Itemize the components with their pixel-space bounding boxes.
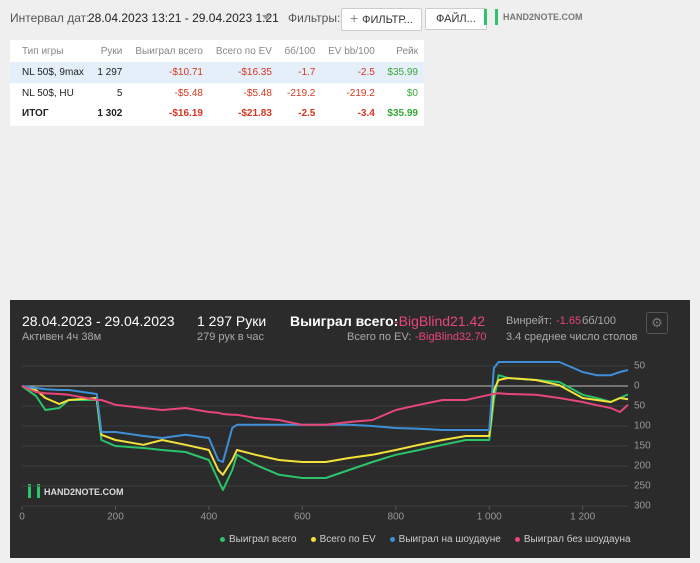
legend-item: Выиграл на шоудауне bbox=[389, 534, 501, 545]
dropdown-arrow[interactable] bbox=[262, 15, 270, 20]
table-cell: -3.4 bbox=[357, 107, 375, 119]
table-cell: -$16.19 bbox=[169, 107, 203, 119]
table-cell: -$21.83 bbox=[237, 107, 272, 119]
graph-panel: 28.04.2023 - 29.04.2023 Активен 4ч 38м 1… bbox=[10, 300, 690, 558]
table-cell: 1 297 bbox=[90, 62, 129, 83]
y-tick-label: 50 bbox=[634, 401, 646, 412]
date-label: Интервал дат: bbox=[10, 11, 90, 25]
active-time: Активен 4ч 38м bbox=[22, 331, 102, 343]
legend-dot bbox=[220, 537, 225, 542]
x-tick-label: 400 bbox=[201, 512, 218, 523]
table-cell: -$5.48 bbox=[243, 88, 272, 99]
legend-item: Всего по EV bbox=[310, 534, 376, 545]
stats-table: Тип игры Руки Выиграл всего Всего по EV бб/1… bbox=[10, 40, 424, 126]
table-cell: ИТОГ bbox=[22, 107, 49, 119]
legend-item: Выиграл всего bbox=[220, 534, 297, 545]
y-tick-label: 50 bbox=[634, 361, 646, 372]
legend-label: Всего по EV bbox=[319, 534, 376, 545]
table-cell: 1 302 bbox=[97, 107, 123, 119]
filter-button-text: ФИЛЬТР... bbox=[362, 14, 413, 26]
y-tick-label: 100 bbox=[634, 421, 651, 432]
header-row: Тип игры Руки Выиграл всего Всего по EV бб/1… bbox=[10, 40, 424, 62]
table-cell: $35.99 bbox=[387, 107, 418, 119]
x-tick-label: 1 200 bbox=[570, 512, 595, 523]
legend-dot bbox=[514, 537, 520, 542]
table-cell: -$16.35 bbox=[208, 62, 278, 83]
table-cell: $35.99 bbox=[380, 62, 424, 83]
x-tick-label: 600 bbox=[294, 512, 311, 523]
table-cell: -$10.71 bbox=[128, 62, 209, 83]
hands-per-hour: 279 рук в час bbox=[197, 331, 265, 343]
date-range[interactable]: 28.04.2023 13:21 - 29.04.2023 1:21 bbox=[88, 11, 279, 25]
dates: 28.04.2023 - 29.04.2023 bbox=[22, 313, 175, 329]
legend-label: Выиграл на шоудауне bbox=[398, 534, 501, 545]
y-tick-label: 150 bbox=[634, 441, 651, 452]
settings-button[interactable]: ⚙ bbox=[646, 312, 668, 334]
header-cell: Выиграл всего bbox=[135, 45, 203, 57]
won-value: -BigBlind21.42 bbox=[394, 313, 486, 329]
header-cell: EV bb/100 bbox=[328, 45, 375, 57]
table-cell: $0 bbox=[406, 88, 418, 99]
table-cell: NL 50$, 9max bbox=[10, 62, 91, 83]
watermark-icon bbox=[28, 484, 40, 498]
legend-label: Выиграл без шоудауна bbox=[523, 534, 631, 545]
header-cell: Рейк bbox=[396, 45, 418, 57]
table-cell: -219.2 bbox=[287, 88, 316, 99]
table-cell: NL 50$, HU bbox=[22, 88, 74, 99]
ev-value: -BigBlind32.70 bbox=[415, 331, 487, 343]
file-button[interactable]: ФАЙЛ... bbox=[425, 8, 487, 30]
table-cell: -1.7 bbox=[277, 62, 322, 83]
filter-button[interactable]: + ФИЛЬТР... bbox=[341, 8, 422, 31]
y-tick-label: 0 bbox=[634, 381, 640, 392]
header-cell: Всего по EV bbox=[215, 45, 272, 57]
table-row: NL 50$, 9max 1 297 -$10.71 -$16.35 -1.7 -2.5 $… bbox=[10, 62, 424, 83]
logo-icon bbox=[484, 9, 498, 25]
header-cell: Руки bbox=[100, 45, 123, 57]
winrate-value: -1.65 bbox=[556, 315, 582, 327]
y-tick-label: 250 bbox=[634, 481, 651, 492]
legend: Выиграл всего Всего по EV Выиграл на шоуда… bbox=[220, 534, 631, 545]
filters-label: Фильтры: bbox=[288, 11, 341, 25]
table-cell: -2.5 bbox=[321, 62, 381, 83]
ev-label: Всего по EV: bbox=[347, 331, 412, 343]
table-row: ИТОГ 1 302 -$16.19 -$21.83 -2.5 -3.4 $35.99 bbox=[10, 104, 424, 122]
x-tick-label: 0 bbox=[19, 512, 25, 523]
watermark: HAND2NOTE.COM bbox=[44, 487, 124, 497]
legend-dot bbox=[389, 537, 395, 542]
table-cell: 5 bbox=[116, 88, 123, 99]
x-tick-label: 800 bbox=[387, 512, 404, 523]
series-line bbox=[21, 361, 629, 463]
series-line bbox=[21, 377, 629, 476]
legend-dot bbox=[310, 537, 316, 542]
table-row: NL 50$, HU 5 -$5.48 -$5.48 -219.2 -219.2 $0 bbox=[10, 83, 424, 104]
won-label: Выиграл всего: bbox=[290, 313, 399, 329]
hands: 1 297 Руки bbox=[197, 313, 267, 329]
x-tick-label: 200 bbox=[107, 512, 124, 523]
legend-item: Выиграл без шоудауна bbox=[514, 534, 631, 545]
series-line bbox=[21, 385, 629, 426]
winrate-unit: бб/100 bbox=[582, 315, 617, 327]
winrate-label: Винрейт: bbox=[506, 315, 553, 327]
y-tick-label: 200 bbox=[634, 461, 651, 472]
tables-avg: 3.4 среднее число столов bbox=[506, 331, 638, 343]
header-cell: бб/100 bbox=[284, 45, 316, 57]
table-cell: -$5.48 bbox=[174, 88, 203, 99]
table-cell: -2.5 bbox=[298, 107, 316, 119]
x-tick-label: 1 000 bbox=[477, 512, 502, 523]
header-cell: Тип игры bbox=[22, 45, 64, 57]
table-cell: -219.2 bbox=[346, 88, 375, 99]
y-tick-label: 300 bbox=[634, 501, 651, 512]
chart: 50 0 50 100 150 200 250 300 0 200 400 600 800 1 000 1 … bbox=[19, 361, 651, 523]
logo: HAND2NOTE.COM bbox=[503, 12, 583, 22]
legend-label: Выиграл всего bbox=[229, 534, 297, 545]
